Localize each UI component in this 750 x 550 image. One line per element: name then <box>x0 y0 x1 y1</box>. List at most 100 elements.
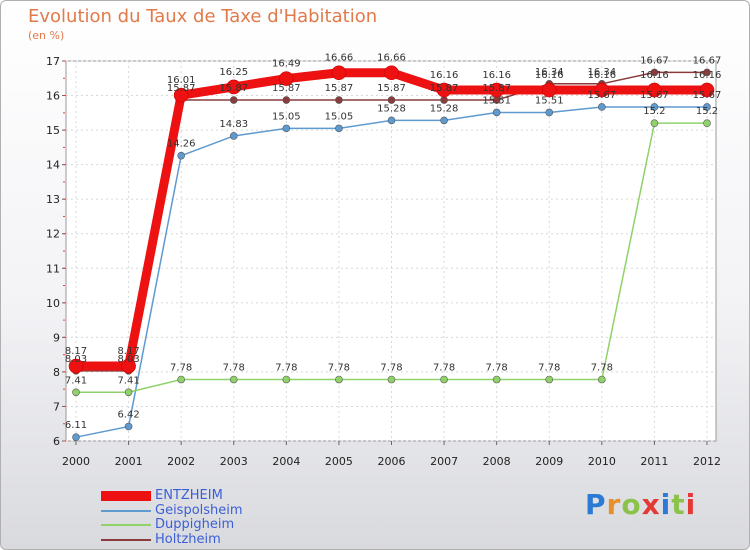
x-tick-label: 2005 <box>325 455 353 468</box>
data-label-entzheim: 16.16 <box>640 70 669 81</box>
logo-letter: r <box>606 488 622 521</box>
chart-title: Evolution du Taux de Taxe d'Habitation <box>28 6 378 27</box>
logo-letter: x <box>641 488 661 521</box>
data-point-geispolsheim <box>492 108 501 117</box>
proxiti-logo: Proxiti <box>585 488 696 521</box>
legend-label: Holtzheim <box>155 532 221 547</box>
legend-swatch-geispolsheim <box>101 509 151 512</box>
data-point-entzheim <box>121 358 136 374</box>
data-label-holtzheim: 16.67 <box>640 55 669 66</box>
data-label-entzheim: 16.66 <box>325 53 354 64</box>
data-point-entzheim <box>699 82 715 98</box>
logo-letter: t <box>671 488 686 521</box>
data-point-entzheim <box>541 82 557 98</box>
data-label-geispolsheim: 14.83 <box>219 119 248 130</box>
x-tick-label: 2011 <box>640 455 668 468</box>
data-point-duppigheim <box>545 375 554 384</box>
y-tick-label: 7 <box>53 400 60 413</box>
x-tick-label: 2000 <box>62 455 90 468</box>
y-tick-label: 16 <box>46 90 60 103</box>
data-point-geispolsheim <box>124 422 133 431</box>
logo-letter: P <box>585 488 607 521</box>
data-label-entzheim: 16.16 <box>693 70 722 81</box>
x-tick-label: 2006 <box>378 455 406 468</box>
data-label-entzheim: 16.01 <box>167 75 196 86</box>
x-tick-label: 2009 <box>535 455 563 468</box>
x-tick-label: 2007 <box>430 455 458 468</box>
data-point-duppigheim <box>177 375 185 384</box>
y-tick-label: 12 <box>46 228 60 241</box>
logo-letter: o <box>621 488 642 521</box>
x-tick-label: 2002 <box>167 455 195 468</box>
data-point-entzheim <box>594 82 610 98</box>
data-label-geispolsheim: 14.26 <box>167 139 196 150</box>
data-label-geispolsheim: 15.28 <box>377 103 406 114</box>
data-point-geispolsheim <box>650 103 659 111</box>
data-label-geispolsheim: 15.67 <box>693 90 722 101</box>
data-label-entzheim: 16.16 <box>588 70 617 81</box>
data-label-duppigheim: 7.41 <box>117 375 139 386</box>
data-point-holtzheim <box>335 96 343 104</box>
data-label-entzheim: 8.17 <box>117 346 139 357</box>
legend-item-holtzheim: Holtzheim <box>101 532 221 547</box>
data-label-duppigheim: 7.78 <box>486 363 508 374</box>
data-label-entzheim: 16.16 <box>430 70 459 81</box>
data-label-duppigheim: 7.78 <box>591 363 613 374</box>
y-tick-label: 15 <box>46 124 60 137</box>
data-point-holtzheim <box>229 96 238 104</box>
data-label-geispolsheim: 6.42 <box>117 409 139 420</box>
legend-item-duppigheim: Duppigheim <box>101 517 234 532</box>
data-point-duppigheim <box>387 375 396 384</box>
data-label-entzheim: 8.17 <box>65 346 87 357</box>
data-label-holtzheim: 15.87 <box>167 83 196 94</box>
data-label-geispolsheim: 15.28 <box>430 103 459 114</box>
data-point-duppigheim <box>598 375 606 384</box>
data-point-geispolsheim <box>703 103 711 111</box>
data-point-entzheim <box>647 82 662 98</box>
x-tick-label: 2010 <box>588 455 616 468</box>
logo-letter: i <box>685 488 697 521</box>
data-point-holtzheim <box>387 96 396 104</box>
y-tick-label: 13 <box>46 193 60 206</box>
data-point-geispolsheim <box>229 132 238 140</box>
data-label-holtzheim: 16.34 <box>588 67 617 78</box>
data-label-geispolsheim: 15.67 <box>640 90 669 101</box>
data-point-entzheim <box>279 71 294 86</box>
data-point-duppigheim <box>440 375 448 384</box>
data-label-geispolsheim: 15.51 <box>482 95 511 106</box>
data-label-entzheim: 16.49 <box>272 59 301 70</box>
legend-swatch-holtzheim <box>101 538 151 541</box>
data-label-holtzheim: 15.87 <box>430 83 459 94</box>
y-tick-label: 17 <box>46 55 60 68</box>
data-label-duppigheim: 7.78 <box>328 363 350 374</box>
data-label-duppigheim: 7.78 <box>538 363 560 374</box>
legend-label: Duppigheim <box>155 517 235 532</box>
y-tick-label: 14 <box>46 159 60 172</box>
data-point-duppigheim <box>650 119 659 127</box>
data-label-entzheim: 16.66 <box>377 53 406 64</box>
data-label-holtzheim: 16.67 <box>693 55 722 66</box>
logo-letter: i <box>660 488 672 521</box>
data-label-holtzheim: 15.87 <box>272 83 301 94</box>
data-point-duppigheim <box>282 375 291 384</box>
data-label-geispolsheim: 15.05 <box>272 111 301 122</box>
y-tick-label: 6 <box>53 435 60 448</box>
data-point-geispolsheim <box>335 124 343 133</box>
data-label-duppigheim: 7.78 <box>170 363 192 374</box>
data-label-duppigheim: 7.41 <box>65 375 87 386</box>
data-label-entzheim: 16.25 <box>219 67 248 78</box>
data-label-duppigheim: 7.78 <box>223 363 245 374</box>
data-label-duppigheim: 7.78 <box>380 363 402 374</box>
data-point-geispolsheim <box>177 151 185 160</box>
data-point-entzheim <box>68 358 84 374</box>
data-label-duppigheim: 7.78 <box>433 363 455 374</box>
data-point-duppigheim <box>229 375 238 384</box>
legend-label: Geispolsheim <box>155 503 243 518</box>
data-label-holtzheim: 8.03 <box>117 354 139 365</box>
x-tick-label: 2001 <box>115 455 143 468</box>
data-label-holtzheim: 16.34 <box>535 67 564 78</box>
x-tick-label: 2003 <box>220 455 248 468</box>
data-point-duppigheim <box>335 375 343 384</box>
